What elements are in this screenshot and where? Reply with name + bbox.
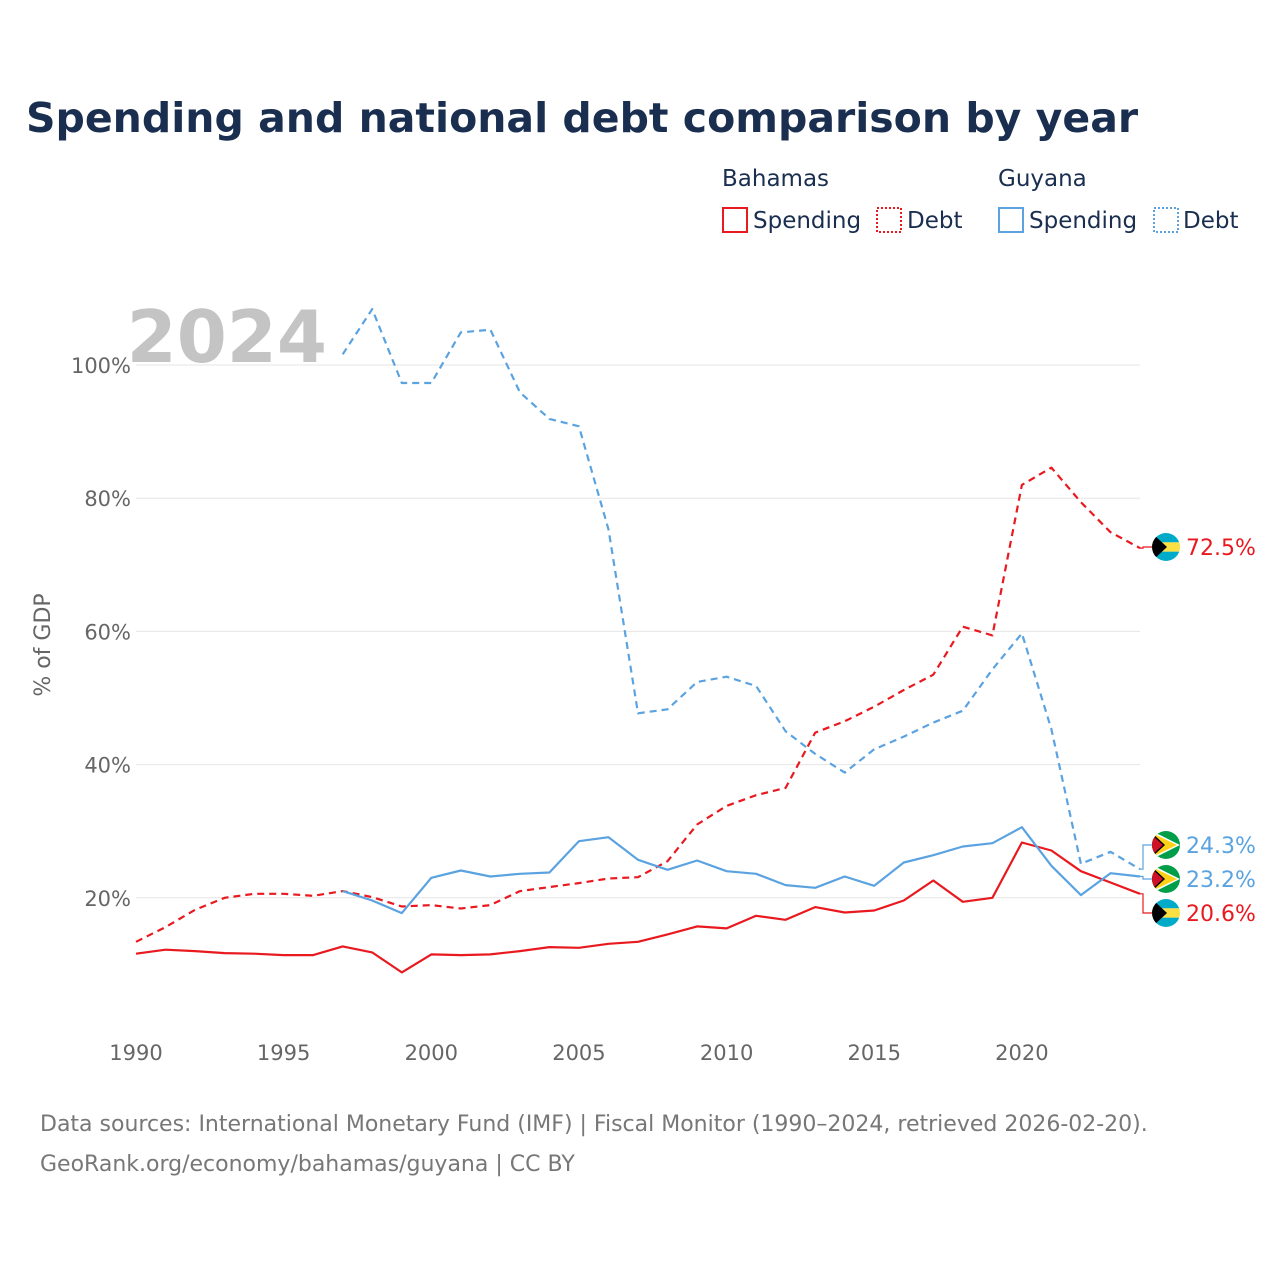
- y-tick-label: 80%: [84, 487, 131, 511]
- x-tick-label: 1995: [257, 1041, 310, 1065]
- legend: Bahamas Guyana Spending Debt Spending De…: [722, 166, 1238, 234]
- series-line-bahamas-debt[interactable]: [135, 466, 1141, 943]
- legend-swatch-guyana-spending[interactable]: [998, 207, 1024, 233]
- y-tick-label: 100%: [71, 354, 131, 378]
- end-labels: 20.6% 72.5% 23.2% 24.3%: [1140, 533, 1256, 927]
- x-tick-label: 2020: [995, 1041, 1048, 1065]
- legend-label-bahamas-debt[interactable]: Debt: [907, 208, 962, 234]
- x-tick-label: 2015: [848, 1041, 901, 1065]
- current-year-watermark: 2024: [127, 295, 327, 379]
- legend-group-bahamas: Bahamas: [722, 166, 829, 192]
- x-tick-label: 1990: [109, 1041, 162, 1065]
- end-label-connector: [1140, 893, 1152, 914]
- end-label-bahamas-debt: 72.5%: [1186, 536, 1256, 561]
- y-tick-label: 60%: [84, 620, 131, 644]
- end-label-connector: [1140, 546, 1152, 549]
- bahamas-flag-icon: [1152, 899, 1180, 927]
- x-tick-label: 2010: [700, 1041, 753, 1065]
- series-line-bahamas-spending[interactable]: [135, 841, 1141, 974]
- end-label-bahamas-spending: 20.6%: [1186, 902, 1256, 927]
- legend-swatch-bahamas-spending[interactable]: [722, 207, 748, 233]
- legend-swatch-bahamas-debt[interactable]: [876, 207, 902, 233]
- legend-label-guyana-spending[interactable]: Spending: [1029, 208, 1137, 234]
- y-tick-label: 20%: [84, 887, 131, 911]
- end-label-guyana-debt: 24.3%: [1186, 834, 1256, 859]
- legend-group-guyana: Guyana: [998, 166, 1087, 192]
- end-label-connector: [1140, 844, 1152, 870]
- chart-title: Spending and national debt comparison by…: [26, 94, 1139, 142]
- source-line-2: GeoRank.org/economy/bahamas/guyana | CC …: [40, 1152, 575, 1177]
- end-label-guyana-spending: 23.2%: [1186, 868, 1256, 893]
- y-axis-ticks: 20% 40% 60% 80% 100%: [71, 354, 131, 911]
- series-line-guyana-debt[interactable]: [341, 308, 1141, 871]
- series-line-guyana-spending[interactable]: [342, 826, 1141, 915]
- y-tick-label: 40%: [84, 754, 131, 778]
- y-axis-label: % of GDP: [31, 593, 56, 696]
- x-tick-label: 2000: [405, 1041, 458, 1065]
- source-line-1: Data sources: International Monetary Fun…: [40, 1112, 1148, 1137]
- x-axis-ticks: 1990 1995 2000 2005 2010 2015 2020: [109, 1041, 1048, 1065]
- guyana-flag-icon: [1152, 865, 1180, 893]
- end-label-connector: [1140, 875, 1152, 880]
- legend-label-bahamas-spending[interactable]: Spending: [753, 208, 861, 234]
- legend-label-guyana-debt[interactable]: Debt: [1183, 208, 1238, 234]
- bahamas-flag-icon: [1152, 533, 1180, 561]
- x-tick-label: 2005: [552, 1041, 605, 1065]
- series-lines: [135, 308, 1141, 974]
- guyana-flag-icon: [1152, 831, 1180, 859]
- legend-swatch-guyana-debt[interactable]: [1153, 207, 1179, 233]
- gridlines: [136, 364, 1140, 899]
